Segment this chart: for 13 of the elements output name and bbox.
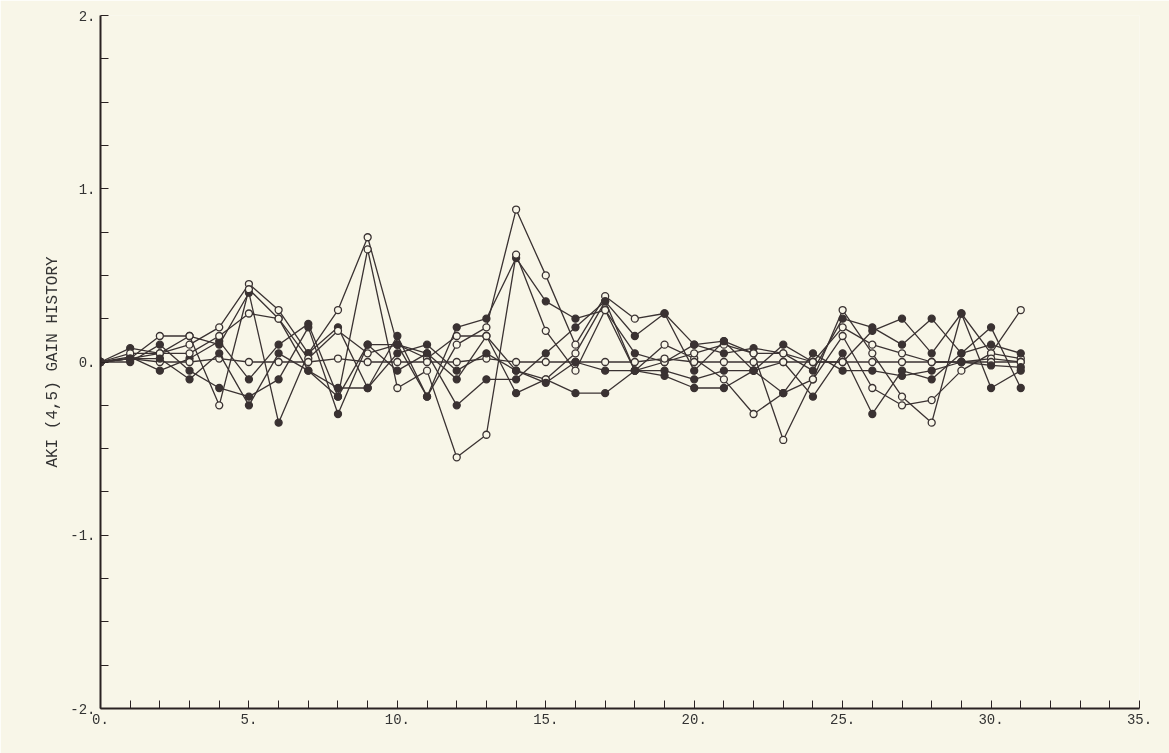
- x-tick-label: 5.: [240, 711, 258, 728]
- x-tick-label: 10.: [384, 711, 410, 728]
- y-tick-label: 2.: [78, 8, 96, 25]
- x-tick-label: 0.: [92, 711, 109, 728]
- y-tick-label: -1.: [70, 528, 96, 545]
- x-tick-label: 30.: [978, 711, 1004, 728]
- y-axis-title: AKI (4,5) GAIN HISTORY: [44, 255, 63, 468]
- y-tick-label: 0.: [78, 355, 96, 371]
- x-tick-label: 35.: [1126, 711, 1153, 728]
- x-tick-label: 25.: [830, 711, 856, 728]
- x-tick-label: 15.: [533, 711, 559, 728]
- y-tick-label: 1.: [78, 181, 96, 198]
- x-tick-label: 20.: [681, 711, 707, 728]
